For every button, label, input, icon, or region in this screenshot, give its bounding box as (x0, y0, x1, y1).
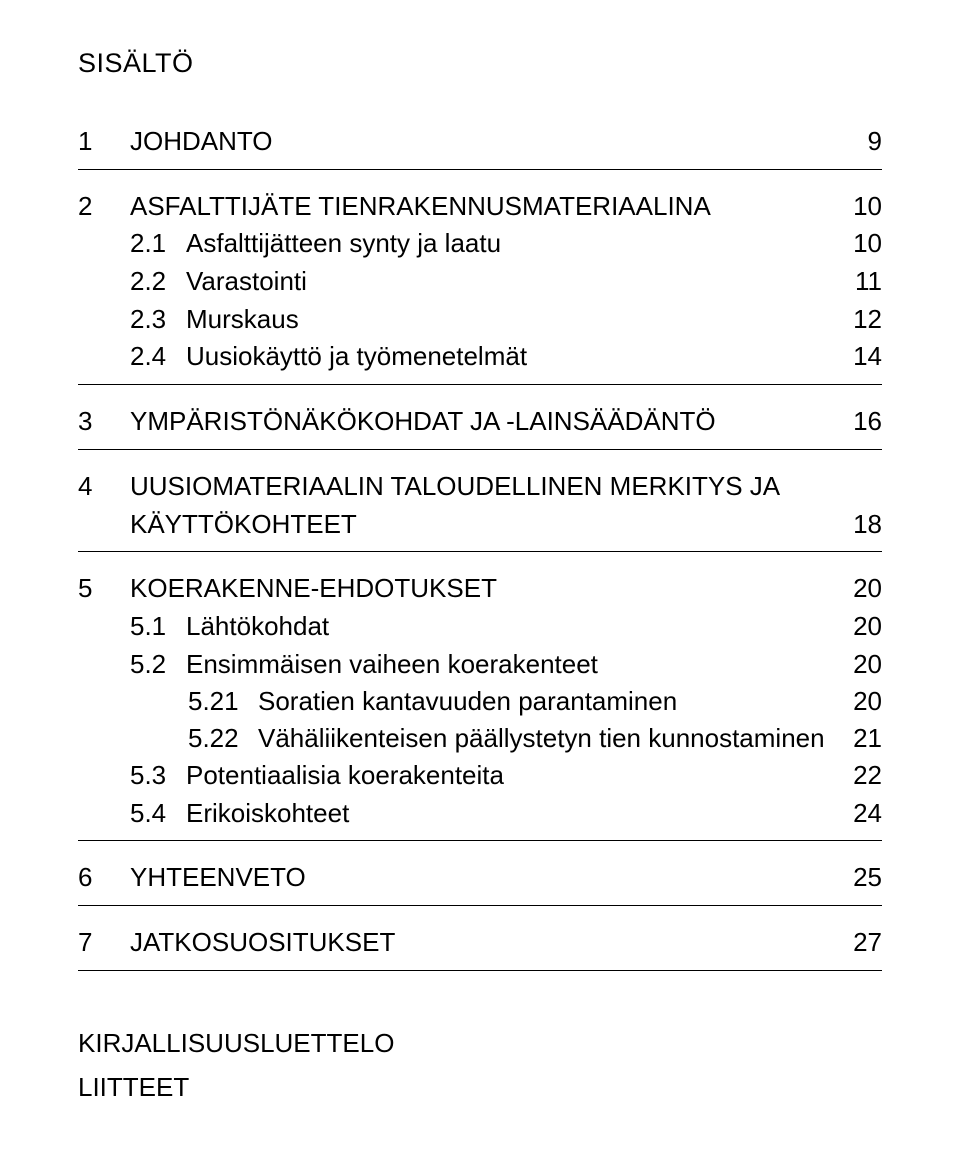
toc-label: JATKOSUOSITUKSET (130, 924, 827, 962)
toc-row-ch5-s1: 5.1 Lähtökohdat 20 (78, 608, 882, 646)
toc-label: Murskaus (186, 301, 827, 339)
toc-page: 12 (827, 301, 882, 339)
toc-num: 2.3 (130, 301, 186, 339)
toc-page: 10 (827, 188, 882, 226)
toc-num: 7 (78, 924, 130, 962)
toc-label: Ensimmäisen vaiheen koerakenteet (186, 646, 827, 684)
toc-page: 25 (827, 859, 882, 897)
toc-rule (78, 840, 882, 841)
toc-ch7: 7 JATKOSUOSITUKSET 27 (78, 924, 882, 971)
toc-ch4: 4 UUSIOMATERIAALIN TALOUDELLINEN MERKITY… (78, 468, 882, 552)
toc-num: 5 (78, 570, 130, 608)
page-title: SISÄLTÖ (78, 48, 882, 79)
toc-ch3: 3 YMPÄRISTÖNÄKÖKOHDAT JA -LAINSÄÄDÄNTÖ 1… (78, 403, 882, 450)
toc-page: 18 (827, 506, 882, 544)
toc-page: 22 (827, 757, 882, 795)
toc-rule (78, 384, 882, 385)
toc-row-ch5-s2: 5.2 Ensimmäisen vaiheen koerakenteet 20 (78, 646, 882, 684)
toc-num: 3 (78, 403, 130, 441)
toc-row-ch7: 7 JATKOSUOSITUKSET 27 (78, 924, 882, 962)
toc-row-ch2-s4: 2.4 Uusiokäyttö ja työmenetelmät 14 (78, 338, 882, 376)
toc-num: 5.4 (130, 795, 186, 833)
toc-rule (78, 449, 882, 450)
toc-row-ch2-s3: 2.3 Murskaus 12 (78, 301, 882, 339)
toc-label: Uusiokäyttö ja työmenetelmät (186, 338, 827, 376)
toc-page: 20 (827, 570, 882, 608)
toc-label: KOERAKENNE-EHDOTUKSET (130, 570, 827, 608)
toc-num: 2.2 (130, 263, 186, 301)
toc-row-ch5-s4: 5.4 Erikoiskohteet 24 (78, 795, 882, 833)
toc-label: Soratien kantavuuden parantaminen (258, 683, 827, 720)
toc-row-ch2: 2 ASFALTTIJÄTE TIENRAKENNUSMATERIAALINA … (78, 188, 882, 226)
toc-page: 20 (827, 646, 882, 684)
toc-row-ch5: 5 KOERAKENNE-EHDOTUKSET 20 (78, 570, 882, 608)
toc-label: Vähäliikenteisen päällystetyn tien kunno… (258, 720, 827, 757)
toc-row-ch4-line2: KÄYTTÖKOHTEET 18 (78, 506, 882, 544)
toc-page: 14 (827, 338, 882, 376)
toc-rule (78, 905, 882, 906)
toc-num: 5.2 (130, 646, 186, 684)
page-container: SISÄLTÖ 1 JOHDANTO 9 2 ASFALTTIJÄTE TIEN… (0, 0, 960, 1169)
toc-page: 27 (827, 924, 882, 962)
toc-num: 5.21 (188, 683, 258, 720)
toc-label: Erikoiskohteet (186, 795, 827, 833)
toc-row-ch2-s2: 2.2 Varastointi 11 (78, 263, 882, 301)
toc-page: 11 (827, 263, 882, 301)
toc-label: UUSIOMATERIAALIN TALOUDELLINEN MERKITYS … (130, 468, 827, 506)
toc-num: 2.4 (130, 338, 186, 376)
toc-label: Asfalttijätteen synty ja laatu (186, 225, 827, 263)
toc-label: Lähtökohdat (186, 608, 827, 646)
toc-page: 21 (827, 720, 882, 757)
toc-page: 24 (827, 795, 882, 833)
toc-row-ch5-s21: 5.21 Soratien kantavuuden parantaminen 2… (78, 683, 882, 720)
toc-label: Potentiaalisia koerakenteita (186, 757, 827, 795)
toc-row-ch5-s3: 5.3 Potentiaalisia koerakenteita 22 (78, 757, 882, 795)
toc-row-ch6: 6 YHTEENVETO 25 (78, 859, 882, 897)
toc-ch2: 2 ASFALTTIJÄTE TIENRAKENNUSMATERIAALINA … (78, 188, 882, 385)
toc-ch6: 6 YHTEENVETO 25 (78, 859, 882, 906)
toc-label: JOHDANTO (130, 123, 827, 161)
footer-appendix: LIITTEET (78, 1065, 882, 1109)
toc-ch5: 5 KOERAKENNE-EHDOTUKSET 20 5.1 Lähtökohd… (78, 570, 882, 841)
toc-row-ch1: 1 JOHDANTO 9 (78, 123, 882, 161)
toc-num: 5.1 (130, 608, 186, 646)
toc-page: 9 (827, 123, 882, 161)
toc-num: 5.22 (188, 720, 258, 757)
toc-num: 2 (78, 188, 130, 226)
toc-rule (78, 551, 882, 552)
toc-num: 2.1 (130, 225, 186, 263)
toc-row-ch3: 3 YMPÄRISTÖNÄKÖKOHDAT JA -LAINSÄÄDÄNTÖ 1… (78, 403, 882, 441)
toc-label: YMPÄRISTÖNÄKÖKOHDAT JA -LAINSÄÄDÄNTÖ (130, 403, 827, 441)
toc-rule (78, 970, 882, 971)
toc-page: 20 (827, 683, 882, 720)
toc-row-ch4-line1: 4 UUSIOMATERIAALIN TALOUDELLINEN MERKITY… (78, 468, 882, 506)
toc-num: 6 (78, 859, 130, 897)
toc-page: 16 (827, 403, 882, 441)
toc-page: 10 (827, 225, 882, 263)
toc-num: 1 (78, 123, 130, 161)
toc-row-ch5-s22: 5.22 Vähäliikenteisen päällystetyn tien … (78, 720, 882, 757)
toc-label: Varastointi (186, 263, 827, 301)
toc-rule (78, 169, 882, 170)
toc-page: 20 (827, 608, 882, 646)
toc-row-ch2-s1: 2.1 Asfalttijätteen synty ja laatu 10 (78, 225, 882, 263)
toc-label: YHTEENVETO (130, 859, 827, 897)
toc-ch1: 1 JOHDANTO 9 (78, 123, 882, 170)
toc-num: 4 (78, 468, 130, 506)
toc-label: KÄYTTÖKOHTEET (130, 506, 827, 544)
toc-footer: KIRJALLISUUSLUETTELO LIITTEET (78, 1021, 882, 1109)
footer-biblio: KIRJALLISUUSLUETTELO (78, 1021, 882, 1065)
toc-label: ASFALTTIJÄTE TIENRAKENNUSMATERIAALINA (130, 188, 827, 226)
toc-num: 5.3 (130, 757, 186, 795)
